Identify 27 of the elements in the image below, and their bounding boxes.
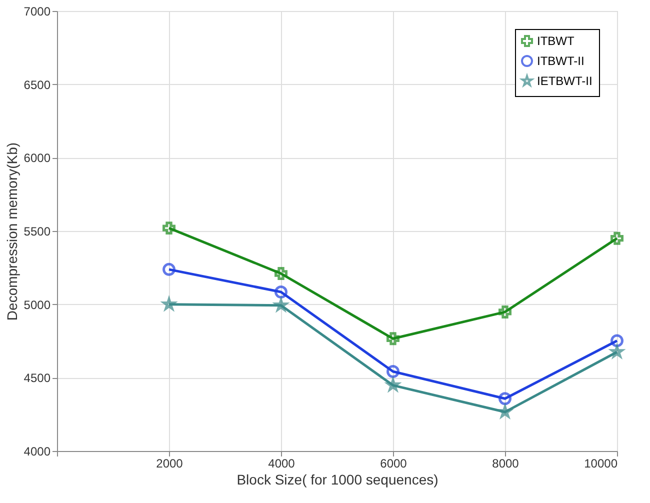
x-tick-label: 4000: [268, 456, 296, 470]
point: [274, 286, 288, 298]
point: [610, 334, 624, 348]
y-tick-label: 6000: [24, 151, 51, 166]
legend-label: ITBWT-II: [537, 54, 584, 68]
y-tick-label: 5500: [24, 224, 51, 238]
x-tick-label: 2000: [156, 456, 184, 470]
x-tick-label: 6000: [380, 456, 408, 470]
point: [386, 365, 400, 378]
y-tick-label: 4500: [24, 371, 51, 386]
point: [162, 222, 176, 235]
x-tick-label: 8000: [492, 456, 520, 470]
x-axis-title: Block Size( for 1000 sequences): [236, 472, 438, 488]
y-tick-label: 7000: [24, 4, 51, 18]
legend-label: ITBWT: [537, 34, 575, 48]
point: [498, 392, 512, 406]
point: [610, 232, 624, 245]
point: [162, 262, 176, 276]
y-tick-label: 4000: [24, 444, 51, 458]
point: [498, 305, 512, 318]
point: [386, 332, 400, 346]
y-axis-title: Decompression memory(Kb): [4, 142, 20, 321]
legend-label: IETBWT-II: [537, 74, 592, 88]
y-tick-label: 5000: [24, 298, 51, 312]
point: [274, 267, 288, 280]
x-tick-label: 10000: [584, 456, 618, 470]
y-tick-label: 6500: [24, 78, 51, 92]
